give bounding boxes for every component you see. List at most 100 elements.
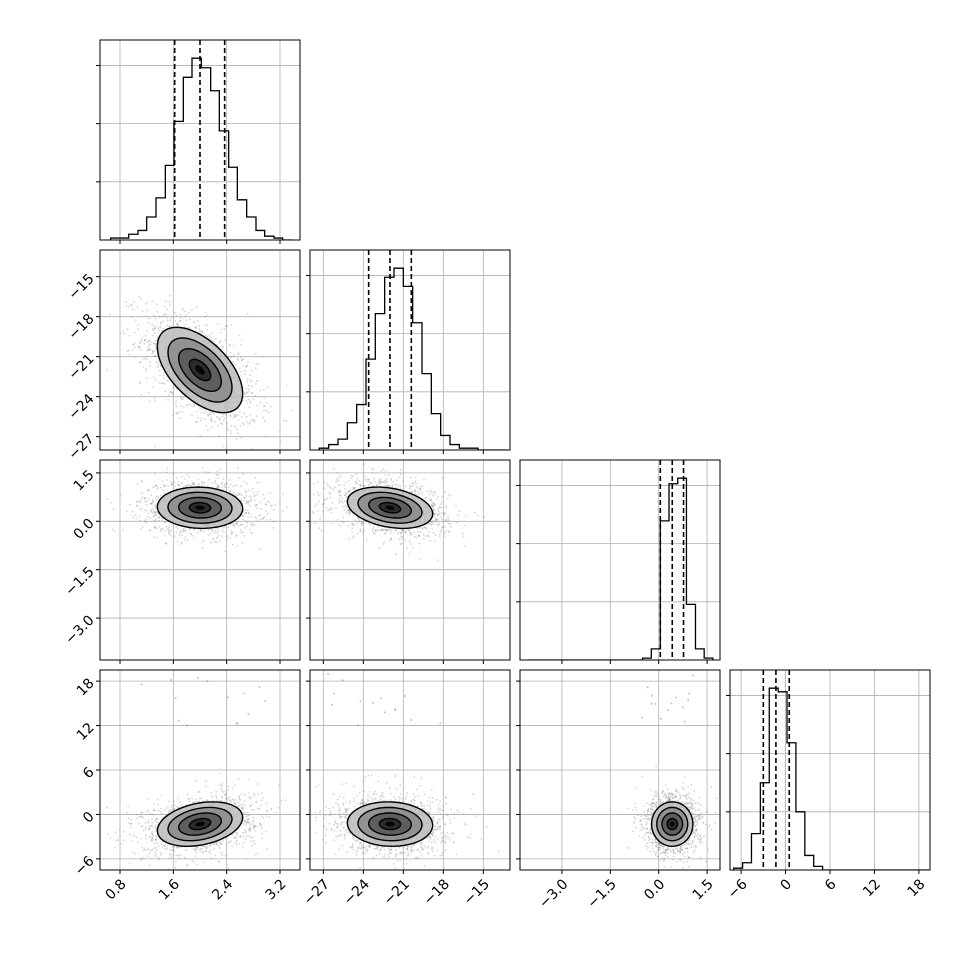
scatter-point xyxy=(239,528,242,531)
scatter-point xyxy=(341,501,344,504)
scatter-point xyxy=(242,518,245,521)
scatter-point xyxy=(173,807,176,810)
scatter-point xyxy=(151,500,154,503)
scatter-point xyxy=(170,483,173,486)
scatter-point xyxy=(144,497,147,499)
scatter-point xyxy=(443,532,446,535)
scatter-point xyxy=(233,492,236,495)
scatter-point xyxy=(359,528,362,530)
scatter-point xyxy=(243,811,245,814)
scatter-point xyxy=(216,484,219,486)
scatter-point xyxy=(144,500,147,503)
scatter-point xyxy=(238,367,241,370)
scatter-point xyxy=(231,833,234,836)
scatter-point xyxy=(437,513,440,516)
scatter-point xyxy=(163,315,166,317)
scatter-point xyxy=(339,484,342,486)
contour-level-1 xyxy=(177,347,223,393)
scatter-point xyxy=(281,492,284,495)
scatter-point xyxy=(240,359,243,361)
scatter-point xyxy=(379,482,382,485)
scatter-point xyxy=(176,846,179,849)
scatter-point xyxy=(219,468,221,471)
scatter-point xyxy=(237,777,240,780)
scatter-point xyxy=(182,485,185,488)
scatter-point xyxy=(235,427,238,430)
scatter-point xyxy=(236,521,239,523)
scatter-point xyxy=(204,324,207,326)
panel-1-1 xyxy=(306,249,511,454)
scatter-point xyxy=(176,805,179,808)
scatter-point xyxy=(247,818,250,820)
scatter-point xyxy=(431,521,434,524)
scatter-point xyxy=(175,412,178,414)
scatter-point xyxy=(251,803,253,806)
scatter-point xyxy=(352,535,355,538)
scatter-point xyxy=(148,340,151,342)
histogram-2 xyxy=(528,477,714,660)
scatter-point xyxy=(372,531,375,534)
scatter-point xyxy=(432,502,434,505)
contour-level-2 xyxy=(167,337,233,403)
scatter-point xyxy=(249,804,251,807)
panel-2-1 xyxy=(306,459,511,664)
scatter-point xyxy=(217,484,220,487)
scatter-point xyxy=(130,316,133,319)
scatter-point xyxy=(250,419,253,422)
scatter-point xyxy=(205,785,208,787)
scatter-point xyxy=(381,480,383,483)
scatter-point xyxy=(176,540,179,543)
scatter-point xyxy=(434,534,437,536)
scatter-point xyxy=(184,530,187,533)
contour-level-3 xyxy=(156,326,244,414)
contour-level-1 xyxy=(178,496,222,519)
scatter-point xyxy=(173,311,176,314)
scatter-point xyxy=(251,522,253,525)
scatter-point xyxy=(252,495,255,498)
scatter-point xyxy=(433,509,435,512)
scatter-point xyxy=(445,519,447,522)
scatter-point xyxy=(267,500,269,503)
scatter-point xyxy=(250,531,253,534)
scatter-point xyxy=(332,467,335,470)
scatter-point xyxy=(152,486,155,489)
scatter-point xyxy=(433,515,435,518)
scatter-point xyxy=(212,340,215,343)
scatter-point xyxy=(218,416,221,419)
scatter-point xyxy=(163,493,166,495)
scatter-point xyxy=(216,486,218,488)
scatter-point xyxy=(339,524,342,527)
scatter-point xyxy=(339,494,342,497)
scatter-point xyxy=(395,479,398,481)
scatter-point xyxy=(432,505,435,507)
scatter-point xyxy=(205,846,208,849)
scatter-point xyxy=(131,840,133,842)
scatter-points xyxy=(106,676,287,870)
scatter-point xyxy=(183,527,185,530)
scatter-point xyxy=(381,529,384,532)
scatter-point xyxy=(221,486,223,488)
scatter-point xyxy=(114,831,117,834)
scatter-point xyxy=(155,361,158,364)
scatter-point xyxy=(178,320,181,322)
scatter-point xyxy=(350,474,353,477)
scatter-point xyxy=(445,505,447,507)
scatter-point xyxy=(139,361,141,364)
scatter-point xyxy=(241,515,244,517)
scatter-point xyxy=(160,851,163,854)
scatter-point xyxy=(448,493,450,496)
scatter-point xyxy=(239,804,241,807)
scatter-point xyxy=(355,473,358,476)
scatter-point xyxy=(207,429,209,431)
scatter-point xyxy=(197,478,200,481)
scatter-point xyxy=(258,548,261,551)
scatter-point xyxy=(415,493,418,496)
scatter-point xyxy=(259,501,262,504)
scatter-point xyxy=(254,476,257,479)
scatter-point xyxy=(195,326,198,329)
scatter-point xyxy=(434,517,437,520)
scatter-point xyxy=(374,480,377,483)
scatter-point xyxy=(238,463,240,465)
scatter-point xyxy=(139,342,142,345)
scatter-point xyxy=(171,393,174,396)
